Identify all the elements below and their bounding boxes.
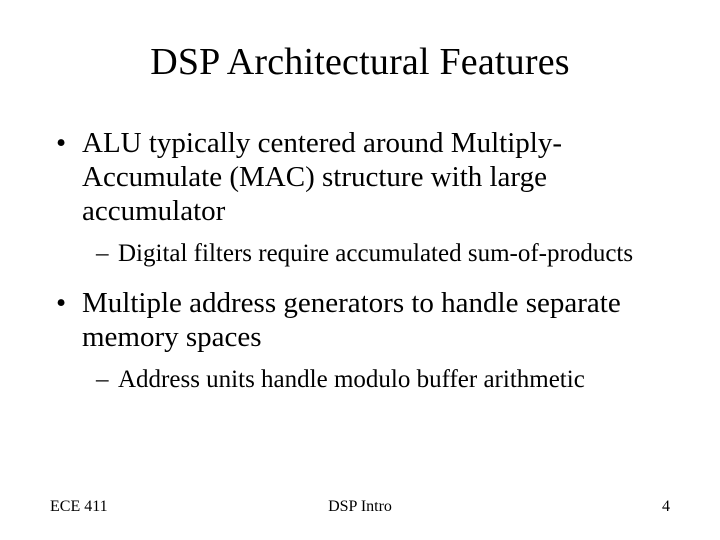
bullet-item: ALU typically centered around Multiply-A… <box>54 126 670 268</box>
sub-bullet-item: Address units handle modulo buffer arith… <box>96 365 670 395</box>
footer-left: ECE 411 <box>50 498 108 516</box>
slide-title: DSP Architectural Features <box>50 40 670 84</box>
sub-bullet-item: Digital filters require accumulated sum-… <box>96 239 670 269</box>
footer-right: 4 <box>662 498 670 516</box>
sub-bullet-text: Digital filters require accumulated sum-… <box>118 240 633 267</box>
sub-bullet-list: Address units handle modulo buffer arith… <box>82 365 670 395</box>
bullet-text: ALU typically centered around Multiply-A… <box>82 127 562 227</box>
bullet-item: Multiple address generators to handle se… <box>54 286 670 394</box>
sub-bullet-list: Digital filters require accumulated sum-… <box>82 239 670 269</box>
sub-bullet-text: Address units handle modulo buffer arith… <box>118 366 585 393</box>
footer-center: DSP Intro <box>328 498 392 516</box>
slide-footer: ECE 411 DSP Intro 4 <box>50 498 670 516</box>
bullet-text: Multiple address generators to handle se… <box>82 287 621 353</box>
slide: DSP Architectural Features ALU typically… <box>0 0 720 540</box>
bullet-list: ALU typically centered around Multiply-A… <box>50 126 670 394</box>
